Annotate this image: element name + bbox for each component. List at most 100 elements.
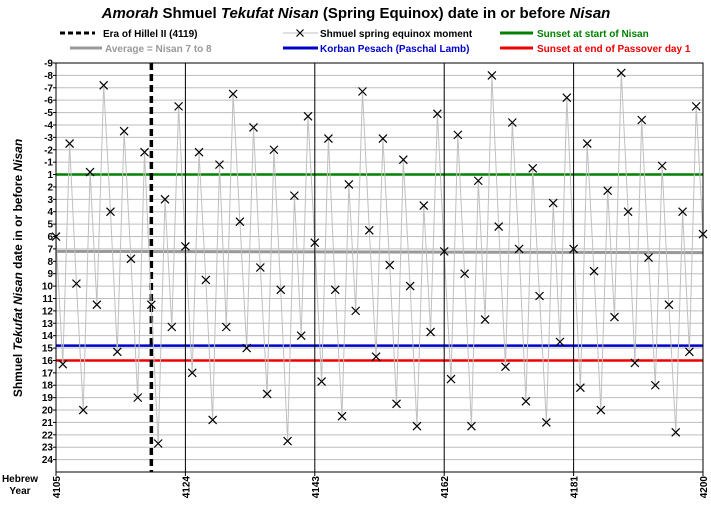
data-point: [582, 139, 592, 148]
data-point: [187, 368, 197, 378]
data-point: [575, 383, 585, 393]
data-point: [337, 411, 347, 421]
data-point: [419, 201, 429, 210]
y-tick-label: -8: [44, 71, 53, 82]
data-point: [358, 87, 367, 96]
data-point: [167, 322, 177, 332]
data-point: [269, 145, 279, 155]
data-point: [283, 436, 292, 446]
y-tick-label: 12: [42, 306, 54, 317]
data-point: [501, 362, 510, 372]
legend-series-marker: [296, 29, 304, 37]
data-point: [323, 134, 333, 144]
data-point: [467, 421, 476, 431]
data-point: [174, 101, 184, 111]
y-tick-label: 15: [42, 344, 54, 355]
data-point: [616, 68, 626, 78]
y-tick-label: 1: [47, 170, 53, 181]
data-point: [541, 417, 551, 427]
data-point: [242, 343, 252, 353]
data-point: [344, 180, 354, 189]
data-point: [78, 405, 88, 415]
data-point: [208, 415, 218, 425]
data-point: [317, 377, 327, 386]
legend-sunset-end-label: Sunset at end of Passover day 1: [537, 44, 691, 55]
legend-pesach-label: Korban Pesach (Paschal Lamb): [320, 44, 470, 55]
data-point: [92, 300, 102, 310]
series-shmuel: [51, 68, 708, 448]
data-point: [650, 380, 660, 390]
data-point: [657, 161, 667, 171]
x-tick-label: 4162: [440, 476, 451, 499]
data-point: [351, 306, 361, 316]
data-point: [480, 315, 490, 324]
x-tick-label: 4105: [52, 476, 63, 499]
data-point: [201, 275, 211, 285]
data-point: [684, 347, 694, 357]
x-axis-label-line2: Year: [9, 486, 30, 497]
y-tick-label: -4: [44, 120, 53, 131]
data-point: [153, 439, 163, 448]
y-tick-label: 8: [47, 257, 53, 268]
legend-sunset-start-label: Sunset at start of Nisan: [537, 29, 649, 40]
data-point: [507, 118, 517, 127]
data-point: [664, 300, 674, 310]
y-tick-label: -7: [44, 83, 53, 94]
data-point: [535, 291, 544, 301]
data-point: [521, 396, 531, 406]
y-tick-label: 6: [47, 232, 53, 243]
x-tick-label: 4143: [311, 476, 322, 499]
data-point: [596, 405, 606, 415]
data-point: [235, 217, 245, 227]
data-point: [160, 194, 170, 204]
y-tick-labels: -9-8-7-6-5-4-3-2-11234567891011121314151…: [42, 59, 54, 467]
data-point: [392, 399, 401, 409]
data-point: [215, 160, 224, 170]
y-tick-label: 9: [47, 269, 53, 280]
plot-frame: [53, 62, 704, 476]
data-point: [589, 266, 599, 276]
data-point: [446, 374, 456, 384]
data-point: [146, 300, 156, 310]
legend-average-label: Average = Nisan 7 to 8: [105, 44, 212, 55]
y-tick-label: 24: [42, 455, 54, 466]
y-tick-label: 5: [47, 220, 53, 231]
legend-hillel-label: Era of Hillel II (4119): [103, 29, 197, 40]
data-point: [72, 279, 81, 289]
y-tick-label: -2: [44, 145, 53, 156]
data-point: [644, 253, 653, 263]
y-tick-label: -9: [44, 59, 53, 70]
data-point: [371, 352, 381, 362]
data-point: [385, 260, 395, 270]
y-tick-label: -1: [44, 158, 53, 169]
data-point: [432, 109, 442, 119]
x-axis-label-line1: Hebrew: [2, 474, 38, 485]
data-point: [85, 167, 95, 177]
data-point: [140, 147, 149, 157]
data-point: [303, 111, 313, 121]
data-point: [494, 222, 504, 232]
data-point: [378, 134, 388, 144]
data-point: [276, 285, 286, 295]
y-axis-label: Shmuel Tekufat Nisan date in or before N…: [11, 139, 25, 397]
data-point: [65, 139, 75, 148]
data-point: [623, 207, 633, 217]
data-point: [603, 186, 613, 196]
y-tick-label: 10: [42, 282, 54, 293]
y-tick-label: -6: [44, 96, 53, 107]
data-point: [289, 191, 299, 201]
data-point: [473, 176, 483, 186]
y-tick-label: 23: [42, 443, 54, 454]
data-point: [58, 359, 68, 369]
y-tick-label: 3: [47, 195, 53, 206]
data-point: [548, 198, 558, 208]
y-tick-label: 18: [42, 381, 54, 392]
data-point: [691, 101, 701, 111]
y-tick-label: -3: [44, 133, 53, 144]
data-point: [126, 254, 136, 264]
data-point: [255, 263, 265, 272]
data-point: [106, 207, 115, 217]
y-tick-label: 13: [42, 319, 54, 330]
y-tick-label: -5: [44, 108, 53, 119]
